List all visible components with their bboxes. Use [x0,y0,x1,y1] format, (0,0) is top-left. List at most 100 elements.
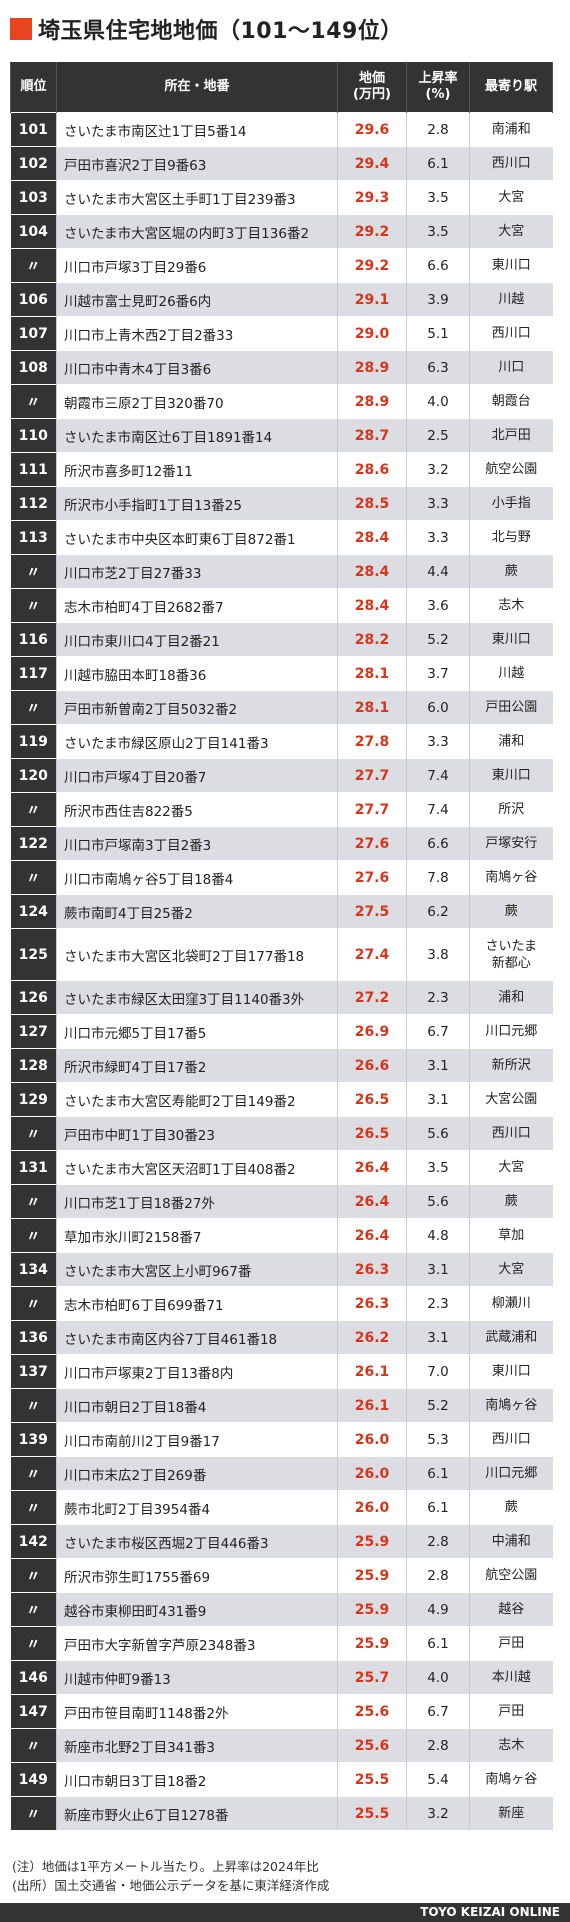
table-row: 〃志木市柏町6丁目699番71 26.3 2.3 柳瀬川 [10,1286,553,1321]
header-address: 所在・地番 [56,62,338,113]
rank-cell: 149 [10,1762,57,1797]
rank-cell: 〃 [10,1558,57,1593]
station-cell: 草加 [469,1218,553,1253]
rate-cell: 2.8 [406,1728,470,1763]
title-marker [10,18,32,40]
rank-cell: 124 [10,894,57,929]
table-row: 116 川口市東川口4丁目2番21 28.2 5.2 東川口 [10,622,553,657]
rate-cell: 6.7 [406,1014,470,1049]
station-cell: 武蔵浦和 [469,1320,553,1355]
footnotes: (注）地価は1平方メートル当たり。上昇率は2024年比 (出所）国土交通省・地価… [12,1857,329,1895]
address-cell: さいたま市大宮区寿能町2丁目149番2 [56,1082,338,1117]
title-bar: 埼玉県住宅地地価（101〜149位） [10,14,403,44]
address-cell: さいたま市大宮区堀の内町3丁目136番2 [56,214,338,249]
station-cell: 西川口 [469,1422,553,1457]
price-cell: 26.1 [337,1388,407,1423]
table-row: 142 さいたま市桜区西堀2丁目446番3 25.9 2.8 中浦和 [10,1524,553,1559]
price-cell: 27.4 [337,928,407,981]
station-cell: 蕨 [469,1490,553,1525]
price-cell: 29.2 [337,248,407,283]
station-cell: 小手指 [469,486,553,521]
address-cell: 草加市氷川町2158番7 [56,1218,338,1253]
header-rank: 順位 [10,62,57,113]
address-cell: さいたま市大宮区上小町967番 [56,1252,338,1287]
table-row: 〃川口市末広2丁目269番 26.0 6.1 川口元郷 [10,1456,553,1491]
table-row: 112 所沢市小手指町1丁目13番25 28.5 3.3 小手指 [10,486,553,521]
rank-cell: 〃 [10,1490,57,1525]
rate-cell: 6.0 [406,690,470,725]
table-row: 〃川口市芝2丁目27番33 28.4 4.4 蕨 [10,554,553,589]
rate-cell: 6.3 [406,350,470,385]
table-row: 137 川口市戸塚東2丁目13番8内 26.1 7.0 東川口 [10,1354,553,1389]
rate-cell: 3.8 [406,928,470,981]
rate-cell: 2.8 [406,1524,470,1559]
price-cell: 29.4 [337,146,407,181]
station-cell: 大宮 [469,214,553,249]
price-cell: 25.9 [337,1524,407,1559]
rank-cell: 111 [10,452,57,487]
station-cell: 川口元郷 [469,1456,553,1491]
station-cell: 朝霞台 [469,384,553,419]
table-row: 〃所沢市弥生町1755番69 25.9 2.8 航空公園 [10,1558,553,1593]
rate-cell: 3.1 [406,1048,470,1083]
address-cell: 川口市朝日3丁目18番2 [56,1762,338,1797]
rate-cell: 7.8 [406,860,470,895]
station-cell: 大宮 [469,1252,553,1287]
station-cell: 川越 [469,282,553,317]
rank-cell: 〃 [10,248,57,283]
price-cell: 25.5 [337,1796,407,1830]
price-cell: 26.4 [337,1184,407,1219]
brand-name: TOYO KEIZAI ONLINE [420,1905,560,1919]
address-cell: 川口市東川口4丁目2番21 [56,622,338,657]
rank-cell: 〃 [10,1388,57,1423]
rank-cell: 134 [10,1252,57,1287]
rate-cell: 2.3 [406,1286,470,1321]
station-cell: 川口 [469,350,553,385]
station-cell: 中浦和 [469,1524,553,1559]
table-row: 117 川越市脇田本町18番36 28.1 3.7 川越 [10,656,553,691]
price-cell: 27.6 [337,826,407,861]
address-cell: 越谷市東柳田町431番9 [56,1592,338,1627]
table-row: 126 さいたま市緑区太田窪3丁目1140番3外 27.2 2.3 浦和 [10,980,553,1015]
price-cell: 28.1 [337,690,407,725]
table-row: 〃新座市北野2丁目341番3 25.6 2.8 志木 [10,1728,553,1763]
price-cell: 25.9 [337,1558,407,1593]
address-cell: 川口市末広2丁目269番 [56,1456,338,1491]
rate-cell: 6.2 [406,894,470,929]
table-row: 108 川口市中青木4丁目3番6 28.9 6.3 川口 [10,350,553,385]
header-rate: 上昇率 (%) [406,62,470,113]
table-row: 129 さいたま市大宮区寿能町2丁目149番2 26.5 3.1 大宮公園 [10,1082,553,1117]
table-row: 119 さいたま市緑区原山2丁目141番3 27.8 3.3 浦和 [10,724,553,759]
address-cell: 所沢市小手指町1丁目13番25 [56,486,338,521]
rank-cell: 119 [10,724,57,759]
rate-cell: 3.6 [406,588,470,623]
table-row: 103 さいたま市大宮区土手町1丁目239番3 29.3 3.5 大宮 [10,180,553,215]
rank-cell: 146 [10,1660,57,1695]
rank-cell: 127 [10,1014,57,1049]
table-row: 〃川口市芝1丁目18番27外 26.4 5.6 蕨 [10,1184,553,1219]
station-cell: 戸田公園 [469,690,553,725]
rate-cell: 2.8 [406,112,470,147]
price-cell: 28.6 [337,452,407,487]
rate-cell: 5.6 [406,1116,470,1151]
station-cell: 西川口 [469,316,553,351]
rate-cell: 7.0 [406,1354,470,1389]
rank-cell: 106 [10,282,57,317]
station-cell: 東川口 [469,248,553,283]
station-cell: 蕨 [469,894,553,929]
table-row: 〃戸田市大字新曽字芦原2348番3 25.9 6.1 戸田 [10,1626,553,1661]
station-cell: 越谷 [469,1592,553,1627]
rank-cell: 142 [10,1524,57,1559]
address-cell: 川口市朝日2丁目18番4 [56,1388,338,1423]
rate-cell: 3.1 [406,1082,470,1117]
rate-cell: 4.8 [406,1218,470,1253]
price-cell: 26.0 [337,1456,407,1491]
station-cell: 新所沢 [469,1048,553,1083]
station-cell: 北戸田 [469,418,553,453]
price-cell: 28.5 [337,486,407,521]
rate-cell: 7.4 [406,758,470,793]
rank-cell: 104 [10,214,57,249]
rank-cell: 〃 [10,792,57,827]
price-cell: 26.5 [337,1116,407,1151]
price-cell: 27.8 [337,724,407,759]
